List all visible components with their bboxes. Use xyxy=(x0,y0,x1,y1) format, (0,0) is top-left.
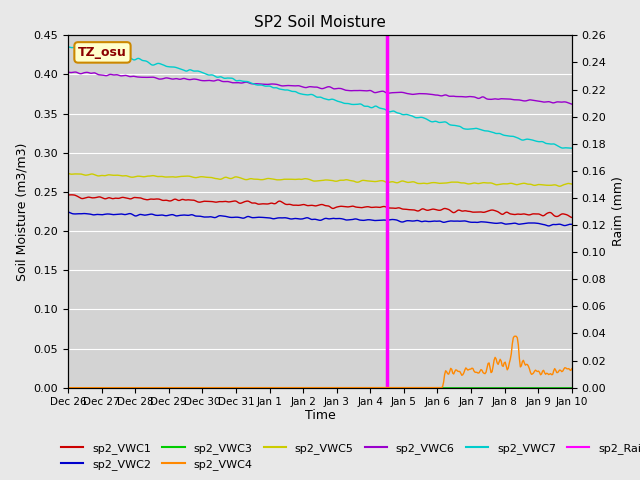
sp2_VWC3 xyxy=(568,385,576,391)
sp2_VWC3 xyxy=(303,385,311,391)
sp2_VWC3 xyxy=(477,385,485,391)
sp2_VWC5 xyxy=(556,183,564,189)
sp2_VWC2 xyxy=(568,221,576,227)
sp2_VWC1 xyxy=(64,192,72,198)
sp2_VWC6 xyxy=(305,84,312,90)
sp2_VWC6 xyxy=(307,84,315,90)
sp2_VWC6 xyxy=(338,86,346,92)
sp2_VWC4 xyxy=(477,367,485,372)
Line: sp2_VWC5: sp2_VWC5 xyxy=(68,173,572,186)
sp2_VWC1 xyxy=(568,215,576,220)
sp2_VWC7 xyxy=(64,44,72,49)
sp2_VWC7 xyxy=(303,92,311,98)
sp2_VWC1 xyxy=(305,203,312,208)
sp2_VWC5 xyxy=(64,170,72,176)
sp2_VWC4 xyxy=(557,368,564,373)
sp2_VWC2 xyxy=(545,223,552,229)
Line: sp2_VWC4: sp2_VWC4 xyxy=(68,336,572,388)
sp2_VWC3 xyxy=(364,385,372,391)
sp2_VWC5 xyxy=(307,177,314,183)
sp2_VWC2 xyxy=(307,216,314,222)
Line: sp2_VWC2: sp2_VWC2 xyxy=(68,212,572,226)
Y-axis label: Raim (mm): Raim (mm) xyxy=(612,177,625,246)
Text: TZ_osu: TZ_osu xyxy=(78,46,127,59)
sp2_VWC2 xyxy=(364,217,372,223)
sp2_VWC6 xyxy=(71,69,79,75)
Title: SP2 Soil Moisture: SP2 Soil Moisture xyxy=(254,15,386,30)
X-axis label: Time: Time xyxy=(305,409,335,422)
Line: sp2_VWC6: sp2_VWC6 xyxy=(68,72,572,104)
sp2_VWC7 xyxy=(307,92,314,97)
sp2_VWC4 xyxy=(64,385,72,391)
sp2_VWC7 xyxy=(477,127,485,132)
sp2_VWC2 xyxy=(557,222,564,228)
sp2_VWC7 xyxy=(556,144,564,150)
sp2_VWC6 xyxy=(64,69,72,75)
sp2_VWC7 xyxy=(337,99,344,105)
sp2_VWC6 xyxy=(365,88,372,94)
Legend: sp2_VWC1, sp2_VWC2, sp2_VWC3, sp2_VWC4, sp2_VWC5, sp2_VWC6, sp2_VWC7, sp2_Rain: sp2_VWC1, sp2_VWC2, sp2_VWC3, sp2_VWC4, … xyxy=(57,438,640,474)
sp2_VWC3 xyxy=(337,385,344,391)
sp2_VWC7 xyxy=(364,103,372,109)
sp2_VWC1 xyxy=(557,212,564,217)
sp2_VWC6 xyxy=(478,94,486,100)
sp2_VWC1 xyxy=(478,209,486,215)
sp2_VWC4 xyxy=(511,333,519,339)
sp2_VWC5 xyxy=(557,183,564,189)
sp2_VWC6 xyxy=(557,99,564,105)
sp2_VWC7 xyxy=(568,145,576,151)
sp2_VWC5 xyxy=(568,181,576,187)
sp2_VWC3 xyxy=(556,385,564,391)
sp2_VWC5 xyxy=(364,178,372,184)
sp2_VWC1 xyxy=(307,203,315,208)
sp2_VWC3 xyxy=(307,385,314,391)
sp2_VWC5 xyxy=(337,177,344,183)
sp2_VWC1 xyxy=(338,204,346,209)
sp2_VWC4 xyxy=(307,385,314,391)
sp2_VWC2 xyxy=(477,219,485,225)
sp2_VWC3 xyxy=(64,385,72,391)
sp2_VWC4 xyxy=(303,385,311,391)
sp2_VWC4 xyxy=(337,385,344,391)
sp2_VWC5 xyxy=(477,180,485,186)
sp2_VWC5 xyxy=(303,176,311,182)
sp2_VWC1 xyxy=(67,192,75,198)
Line: sp2_VWC7: sp2_VWC7 xyxy=(68,47,572,148)
Y-axis label: Soil Moisture (m3/m3): Soil Moisture (m3/m3) xyxy=(15,143,28,281)
sp2_VWC1 xyxy=(365,204,372,210)
sp2_VWC4 xyxy=(364,385,372,391)
sp2_VWC2 xyxy=(337,216,344,221)
Line: sp2_VWC1: sp2_VWC1 xyxy=(68,195,572,217)
sp2_VWC4 xyxy=(568,366,576,372)
sp2_VWC2 xyxy=(303,215,311,221)
sp2_VWC6 xyxy=(568,101,576,107)
sp2_VWC2 xyxy=(64,209,72,215)
